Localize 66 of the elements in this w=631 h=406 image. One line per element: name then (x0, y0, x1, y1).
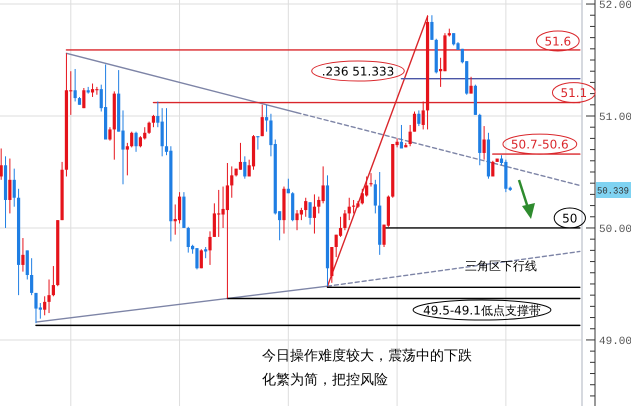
candlestick (286, 178, 290, 194)
y-tick-label: 52.00 (599, 0, 631, 12)
candlestick (12, 168, 16, 208)
candlestick (82, 88, 86, 109)
candlestick (422, 100, 425, 130)
candlestick (178, 192, 182, 224)
candlestick (30, 258, 34, 296)
annotation: 今日操作难度较大，震荡中的下跌 (262, 348, 472, 364)
y-tick-label: 50.00 (599, 224, 631, 236)
candlestick (308, 202, 312, 226)
candlestick (186, 226, 190, 254)
candlestick (8, 158, 12, 214)
y-tick-label: 51.00 (599, 112, 631, 124)
series-label: 50 (562, 211, 578, 226)
candlestick (200, 248, 203, 269)
candlestick (452, 32, 456, 46)
price-tag: 50.339 (596, 182, 631, 198)
candlestick (43, 296, 46, 316)
series-label: 51.6 (544, 34, 572, 48)
candlestick (0, 148, 3, 180)
candlestick (482, 126, 486, 160)
candlestick (412, 111, 416, 132)
candlestick (300, 207, 303, 221)
candlestick (312, 194, 316, 234)
y-tick-label: 49.00 (599, 336, 631, 348)
candlestick (360, 188, 364, 205)
annotation: 三角区下行线 (465, 259, 537, 273)
candlestick (204, 246, 208, 259)
annotation: .236 51.333 (322, 64, 394, 78)
candlestick (47, 278, 51, 314)
candlestick (108, 126, 112, 142)
candlestick (217, 189, 220, 238)
candlestick (256, 136, 260, 150)
candlestick (369, 172, 373, 188)
annotation: 化繁为简，把控风险 (262, 372, 388, 388)
candlestick (208, 230, 212, 266)
candlestick (430, 14, 434, 40)
candlestick (230, 166, 234, 198)
candlestick (304, 197, 308, 218)
candlestick (343, 210, 346, 231)
candlestick (243, 156, 246, 180)
candlestick (417, 110, 420, 127)
candlestick (134, 131, 138, 152)
annotation: 49.5-49.1低点支撑带 (423, 304, 541, 318)
candlestick (21, 238, 25, 272)
candlestick (348, 197, 351, 221)
candlestick (52, 266, 55, 297)
candlestick (130, 131, 134, 148)
candlestick (264, 104, 268, 132)
candlestick (126, 142, 129, 176)
series-label: 51.1 (560, 86, 588, 100)
candlestick (295, 210, 299, 231)
candlestick (34, 292, 38, 324)
candlestick (374, 179, 377, 214)
candlestick (195, 248, 199, 270)
series-label: 50.7-50.6 (510, 138, 569, 152)
candlestick (491, 160, 494, 177)
candlestick (152, 114, 156, 128)
candlestick (469, 76, 473, 94)
candlestick (221, 186, 225, 228)
candlestick (74, 68, 77, 102)
candlestick (90, 83, 94, 98)
candlestick (400, 124, 404, 149)
candlestick (408, 124, 412, 147)
candlestick (148, 121, 151, 134)
candlestick (260, 104, 264, 137)
